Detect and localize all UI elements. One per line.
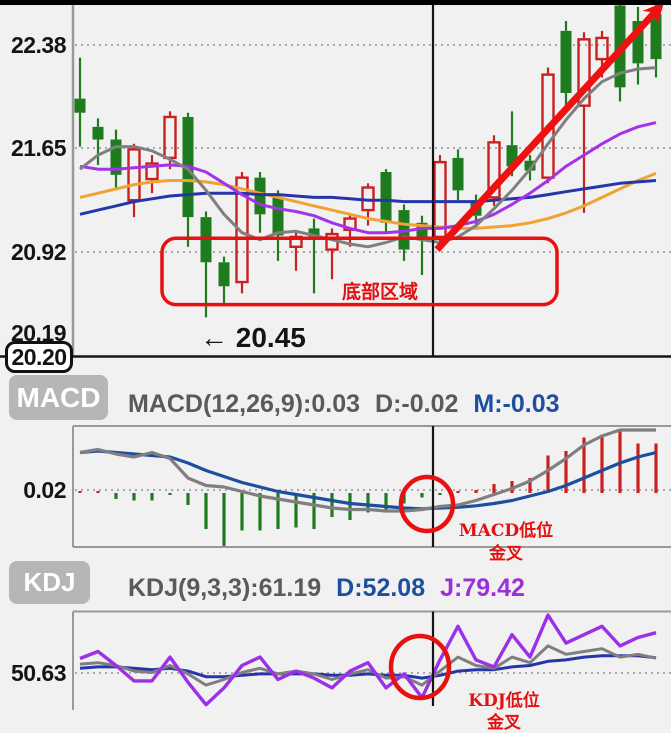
chart-top-border xyxy=(0,0,671,5)
kdj-golden-cross-annotation: 金叉 xyxy=(487,713,521,733)
kdj-golden-cross-annotation: KDJ低位 xyxy=(468,691,540,711)
price-axis-tick: 20.92 xyxy=(10,239,67,265)
kdj-axis-tick: 50.63 xyxy=(10,660,67,686)
macd-values-header: MACD(12,26,9):0.03 D:-0.02 M:-0.03 xyxy=(128,390,560,419)
kdj-formula-value: KDJ(9,3,3):61.19 xyxy=(128,574,322,602)
kdj-indicator-button[interactable]: KDJ xyxy=(9,561,90,604)
price-axis-tick: 22.38 xyxy=(10,32,67,58)
low-price-annotation: ← 20.45 xyxy=(200,322,306,353)
macd-m-value: M:-0.03 xyxy=(473,390,560,418)
kdj-d-value: D:52.08 xyxy=(336,574,426,602)
bottom-zone-annotation: 底部区域 xyxy=(341,281,418,303)
price-axis-tick: 21.65 xyxy=(10,135,67,161)
macd-indicator-button[interactable]: MACD xyxy=(9,375,108,420)
macd-formula-value: MACD(12,26,9):0.03 xyxy=(128,390,361,418)
stock-chart-canvas[interactable] xyxy=(0,0,671,710)
current-price-badge: 20.20 xyxy=(5,341,73,373)
macd-golden-cross-annotation: MACD低位 xyxy=(458,521,554,541)
macd-axis-tick: 0.02 xyxy=(23,477,66,503)
macd-golden-cross-annotation: 金叉 xyxy=(489,544,523,564)
macd-d-value: D:-0.02 xyxy=(375,390,459,418)
kdj-values-header: KDJ(9,3,3):61.19 D:52.08 J:79.42 xyxy=(128,574,525,603)
kdj-j-value: J:79.42 xyxy=(440,574,525,602)
